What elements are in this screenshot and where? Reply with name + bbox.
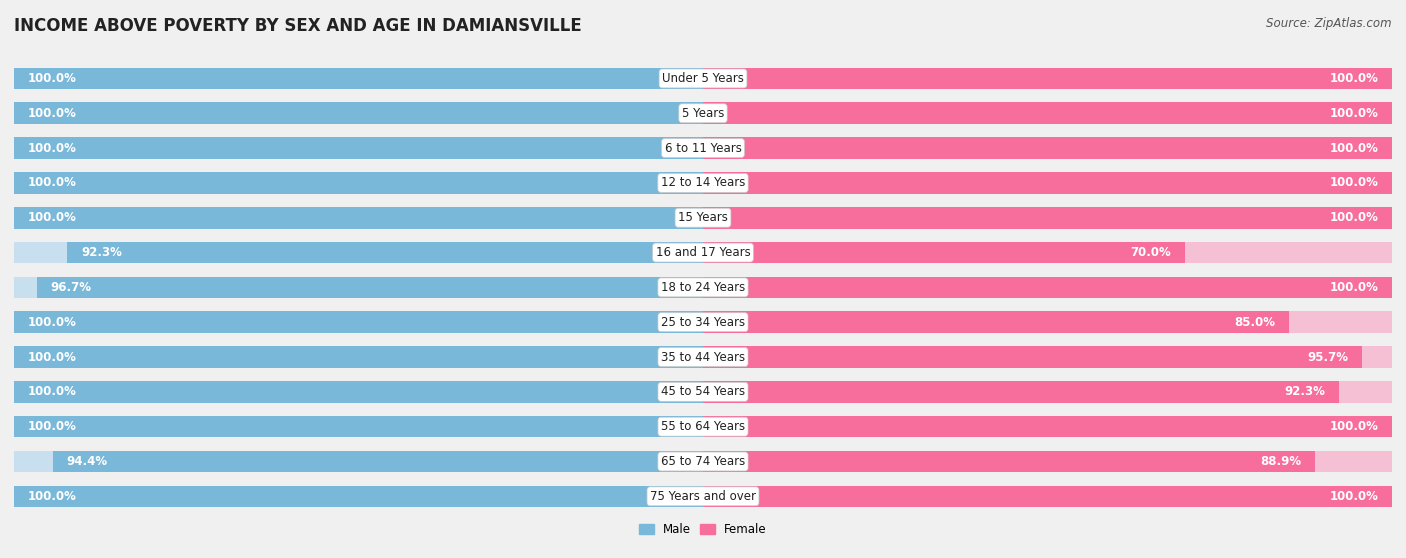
Text: 55 to 64 Years: 55 to 64 Years <box>661 420 745 433</box>
Text: 94.4%: 94.4% <box>66 455 107 468</box>
Bar <box>703 277 1392 298</box>
Bar <box>703 137 1392 159</box>
Text: 15 Years: 15 Years <box>678 211 728 224</box>
Bar <box>703 103 1392 124</box>
Bar <box>14 207 703 229</box>
Text: 12 to 14 Years: 12 to 14 Years <box>661 176 745 189</box>
Text: 100.0%: 100.0% <box>28 420 77 433</box>
Bar <box>703 311 1392 333</box>
Text: 100.0%: 100.0% <box>28 350 77 363</box>
Bar <box>703 172 1392 194</box>
Bar <box>703 451 1316 472</box>
Text: 16 and 17 Years: 16 and 17 Years <box>655 246 751 259</box>
Bar <box>14 311 703 333</box>
Bar <box>14 381 703 403</box>
Text: 6 to 11 Years: 6 to 11 Years <box>665 142 741 155</box>
Bar <box>703 242 1185 263</box>
Bar <box>703 68 1392 89</box>
Bar <box>14 416 703 437</box>
Bar <box>67 242 703 263</box>
Bar <box>703 242 1392 263</box>
Bar <box>703 416 1392 437</box>
Text: 75 Years and over: 75 Years and over <box>650 490 756 503</box>
Bar <box>703 381 1339 403</box>
Bar <box>14 346 703 368</box>
Text: 100.0%: 100.0% <box>28 386 77 398</box>
Text: 92.3%: 92.3% <box>82 246 122 259</box>
Text: 100.0%: 100.0% <box>1329 142 1378 155</box>
Bar <box>703 137 1392 159</box>
Text: 100.0%: 100.0% <box>1329 211 1378 224</box>
Text: 100.0%: 100.0% <box>1329 420 1378 433</box>
Bar <box>14 311 703 333</box>
Text: 100.0%: 100.0% <box>28 72 77 85</box>
Text: Under 5 Years: Under 5 Years <box>662 72 744 85</box>
Bar <box>703 346 1362 368</box>
Bar <box>703 485 1392 507</box>
Bar <box>703 381 1392 403</box>
Bar <box>703 485 1392 507</box>
Text: 100.0%: 100.0% <box>1329 72 1378 85</box>
Text: 100.0%: 100.0% <box>1329 107 1378 120</box>
Text: 25 to 34 Years: 25 to 34 Years <box>661 316 745 329</box>
Bar <box>703 207 1392 229</box>
Text: Source: ZipAtlas.com: Source: ZipAtlas.com <box>1267 17 1392 30</box>
Text: 100.0%: 100.0% <box>1329 490 1378 503</box>
Text: 88.9%: 88.9% <box>1261 455 1302 468</box>
Bar <box>14 103 703 124</box>
Text: 100.0%: 100.0% <box>28 211 77 224</box>
Text: 100.0%: 100.0% <box>1329 176 1378 189</box>
Bar <box>703 451 1392 472</box>
Text: 95.7%: 95.7% <box>1308 350 1348 363</box>
Bar <box>14 207 703 229</box>
Bar <box>703 311 1289 333</box>
Bar <box>14 485 703 507</box>
Bar <box>14 137 703 159</box>
Bar <box>37 277 703 298</box>
Text: 18 to 24 Years: 18 to 24 Years <box>661 281 745 294</box>
Text: 100.0%: 100.0% <box>28 490 77 503</box>
Bar <box>703 346 1392 368</box>
Bar <box>14 172 703 194</box>
Bar <box>14 172 703 194</box>
Bar <box>14 242 703 263</box>
Text: 100.0%: 100.0% <box>28 316 77 329</box>
Bar <box>703 207 1392 229</box>
Bar <box>14 277 703 298</box>
Text: 100.0%: 100.0% <box>1329 281 1378 294</box>
Text: 65 to 74 Years: 65 to 74 Years <box>661 455 745 468</box>
Text: 85.0%: 85.0% <box>1234 316 1275 329</box>
Bar <box>14 451 703 472</box>
Legend: Male, Female: Male, Female <box>634 518 772 541</box>
Bar <box>703 68 1392 89</box>
Text: 92.3%: 92.3% <box>1284 386 1324 398</box>
Text: 96.7%: 96.7% <box>51 281 91 294</box>
Bar <box>703 416 1392 437</box>
Bar <box>14 68 703 89</box>
Bar <box>703 172 1392 194</box>
Text: 5 Years: 5 Years <box>682 107 724 120</box>
Bar <box>14 416 703 437</box>
Text: 100.0%: 100.0% <box>28 142 77 155</box>
Bar <box>14 137 703 159</box>
Text: 100.0%: 100.0% <box>28 107 77 120</box>
Bar <box>14 346 703 368</box>
Bar <box>703 277 1392 298</box>
Bar <box>703 103 1392 124</box>
Bar <box>14 485 703 507</box>
Bar <box>14 381 703 403</box>
Bar <box>14 68 703 89</box>
Text: 35 to 44 Years: 35 to 44 Years <box>661 350 745 363</box>
Text: INCOME ABOVE POVERTY BY SEX AND AGE IN DAMIANSVILLE: INCOME ABOVE POVERTY BY SEX AND AGE IN D… <box>14 17 582 35</box>
Text: 100.0%: 100.0% <box>28 176 77 189</box>
Bar <box>52 451 703 472</box>
Bar <box>14 103 703 124</box>
Text: 45 to 54 Years: 45 to 54 Years <box>661 386 745 398</box>
Text: 70.0%: 70.0% <box>1130 246 1171 259</box>
